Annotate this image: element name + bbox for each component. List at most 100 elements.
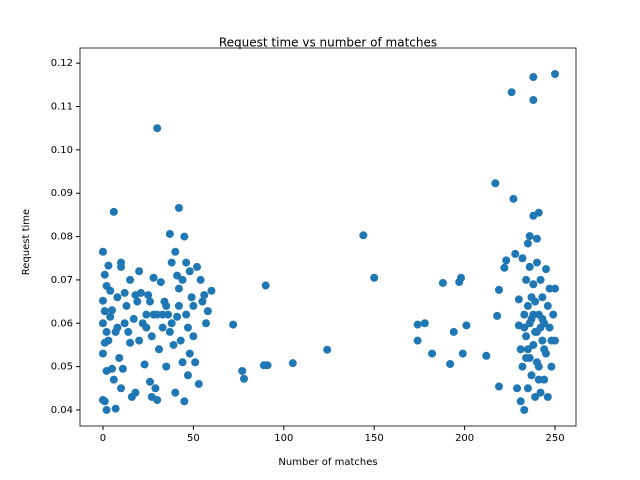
point [532,358,541,367]
point [531,392,540,401]
point [102,327,111,336]
point [491,179,500,188]
point [145,377,154,386]
point [167,258,176,267]
point [191,358,200,367]
point [458,349,467,358]
chart-title: Request time vs number of matches [219,36,437,50]
point [189,301,198,310]
point [149,273,158,282]
point [106,312,115,321]
point [502,256,511,265]
point [494,382,503,391]
point [158,310,167,319]
point [449,327,458,336]
point [173,271,182,280]
point [263,361,272,370]
point [187,293,196,302]
point [171,388,180,397]
point [522,353,531,362]
point [529,310,538,319]
point [359,231,368,240]
point [511,249,520,258]
y-tick-label: 0.10 [51,145,73,156]
point [165,327,174,336]
point [261,281,270,290]
point [185,349,194,358]
point [540,345,549,354]
point [500,263,509,272]
plot-frame [79,47,577,427]
point [106,286,115,295]
point [196,275,205,284]
point [108,364,117,373]
point [551,70,560,79]
point [527,371,536,380]
x-tick-label: 50 [187,433,200,444]
x-axis-label: Number of matches [278,457,377,468]
point [174,301,183,310]
point [541,265,550,274]
point [183,371,192,380]
point [124,327,133,336]
point [182,258,191,267]
point [155,345,164,354]
point [176,336,185,345]
point [171,247,180,256]
point [518,254,527,263]
point [100,397,109,406]
point [494,285,503,294]
point [462,321,471,330]
point [545,323,554,332]
point [100,270,109,279]
point [126,338,135,347]
point [104,261,113,270]
point [551,284,560,293]
y-tick-label: 0.12 [51,58,73,69]
x-tick-label: 100 [274,433,293,444]
point [532,258,541,267]
point [420,319,429,328]
point [520,405,529,414]
point [174,284,183,293]
point [413,336,422,345]
point [135,267,144,276]
point [370,273,379,282]
point [145,297,154,306]
point [482,351,491,360]
point [547,362,556,371]
point [520,310,529,319]
point [509,194,518,203]
point [518,362,527,371]
point [536,388,545,397]
point [142,310,151,319]
point [240,374,249,383]
point [522,275,531,284]
point [180,232,189,241]
point [180,397,189,406]
point [527,293,536,302]
y-tick-label: 0.07 [51,275,73,286]
x-tick-label: 250 [545,433,564,444]
point [536,275,545,284]
point [194,379,203,388]
point [142,323,151,332]
point [102,405,111,414]
point [129,314,138,323]
point [514,295,523,304]
point [109,207,118,216]
point [133,297,142,306]
y-tick-label: 0.11 [51,102,73,113]
point [520,323,529,332]
point [120,288,129,297]
y-tick-label: 0.06 [51,318,73,329]
point [174,203,183,212]
point [523,301,532,310]
point [108,306,117,315]
point [523,345,532,354]
point [413,320,422,329]
point [532,234,541,243]
point [516,345,525,354]
